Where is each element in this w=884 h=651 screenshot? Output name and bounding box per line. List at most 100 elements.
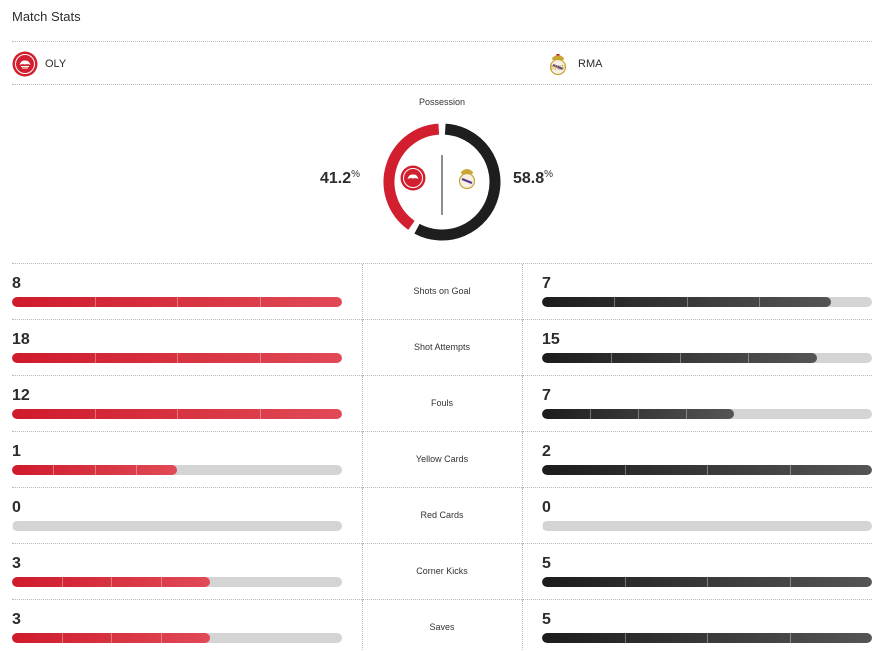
divider: [12, 599, 872, 600]
bar-segment: [611, 353, 612, 363]
home-stat-bar-fill: [12, 297, 342, 307]
column-divider: [362, 432, 363, 488]
home-stat-value: 12: [12, 387, 30, 404]
stat-label: Yellow Cards: [415, 454, 469, 464]
bar-segment: [62, 633, 63, 643]
bar-segment: [53, 465, 54, 475]
bar-segment: [260, 409, 261, 419]
column-divider: [362, 264, 363, 320]
bar-segment: [542, 521, 543, 531]
bar-segment: [790, 465, 791, 475]
bar-segment: [177, 297, 178, 307]
home-possession-value: 41.2%: [320, 169, 361, 187]
bar-segment: [177, 409, 178, 419]
bar-segment: [177, 353, 178, 363]
divider: [12, 543, 872, 544]
away-stat-bar: [542, 353, 872, 363]
away-stat-value: 15: [542, 331, 560, 348]
column-divider: [362, 488, 363, 544]
bar-segment: [614, 297, 615, 307]
home-possession-arc: [383, 123, 440, 230]
svg-text:MCF: MCF: [551, 65, 566, 72]
column-divider: [522, 432, 523, 488]
bar-segment: [707, 633, 708, 643]
divider: [12, 375, 872, 376]
home-stat-bar-fill: [12, 353, 342, 363]
home-team[interactable]: OLY: [12, 50, 66, 78]
home-stat-bar: [12, 465, 342, 475]
stat-label: Shots on Goal: [413, 286, 471, 296]
bar-segment: [707, 577, 708, 587]
stat-label: Red Cards: [420, 510, 464, 520]
away-team-name: RMA: [578, 58, 603, 70]
bar-segment: [542, 521, 543, 531]
away-stat-bar-fill: [542, 409, 734, 419]
bar-segment: [95, 297, 96, 307]
possession-donut-chart: [383, 123, 501, 241]
away-possession-arc: [414, 123, 501, 241]
bar-segment: [161, 633, 162, 643]
olympiacos-small-logo-icon: [400, 165, 426, 191]
away-possession-value: 58.8%: [513, 169, 554, 187]
home-stat-value: 8: [12, 275, 21, 292]
bar-segment: [161, 577, 162, 587]
column-divider: [522, 320, 523, 376]
bar-segment: [680, 353, 681, 363]
divider: [12, 41, 872, 42]
real-madrid-small-logo-icon: [458, 169, 476, 190]
bar-segment: [790, 577, 791, 587]
divider: [12, 431, 872, 432]
column-divider: [522, 488, 523, 544]
column-divider: [522, 264, 523, 320]
bar-segment: [260, 353, 261, 363]
away-stat-bar: [542, 577, 872, 587]
bar-segment: [625, 633, 626, 643]
away-stat-bar: [542, 521, 872, 531]
bar-segment: [12, 521, 13, 531]
away-stat-value: 5: [542, 555, 551, 572]
stat-row: 0 Red Cards 0: [0, 487, 884, 544]
stat-label: Fouls: [430, 398, 453, 408]
possession-label: Possession: [418, 97, 466, 107]
bar-segment: [625, 465, 626, 475]
home-stat-bar: [12, 409, 342, 419]
olympiacos-logo-icon: [12, 51, 38, 77]
home-stat-bar-fill: [12, 633, 210, 643]
bar-segment: [748, 353, 749, 363]
bar-segment: [625, 577, 626, 587]
column-divider: [522, 544, 523, 600]
stat-row: 12 Fouls 7: [0, 375, 884, 432]
bar-segment: [260, 297, 261, 307]
home-stat-value: 18: [12, 331, 30, 348]
away-stat-bar-fill: [542, 465, 872, 475]
stat-row: 8 Shots on Goal 7: [0, 263, 884, 320]
stat-label: Shot Attempts: [413, 342, 471, 352]
away-stat-bar: [542, 633, 872, 643]
column-divider: [362, 376, 363, 432]
bar-segment: [638, 409, 639, 419]
away-team[interactable]: MCF RMA: [545, 50, 602, 78]
away-stat-bar-fill: [542, 297, 831, 307]
home-stat-value: 1: [12, 443, 21, 460]
divider: [12, 487, 872, 488]
bar-segment: [542, 521, 543, 531]
match-stats-title: Match Stats: [12, 9, 81, 24]
stat-row: 1 Yellow Cards 2: [0, 431, 884, 488]
home-stat-bar: [12, 297, 342, 307]
bar-segment: [590, 409, 591, 419]
away-stat-value: 0: [542, 499, 551, 516]
bar-segment: [136, 465, 137, 475]
away-stat-value: 7: [542, 275, 551, 292]
bar-segment: [95, 465, 96, 475]
home-team-name: OLY: [45, 58, 67, 70]
away-stat-bar: [542, 409, 872, 419]
divider: [12, 84, 872, 85]
away-stat-bar-fill: [542, 633, 872, 643]
stat-row: 3 Saves 5: [0, 599, 884, 651]
home-stat-bar: [12, 353, 342, 363]
home-stat-bar-fill: [12, 577, 210, 587]
away-stat-bar: [542, 297, 872, 307]
away-stat-bar-fill: [542, 353, 817, 363]
column-divider: [362, 320, 363, 376]
away-stat-value: 7: [542, 387, 551, 404]
